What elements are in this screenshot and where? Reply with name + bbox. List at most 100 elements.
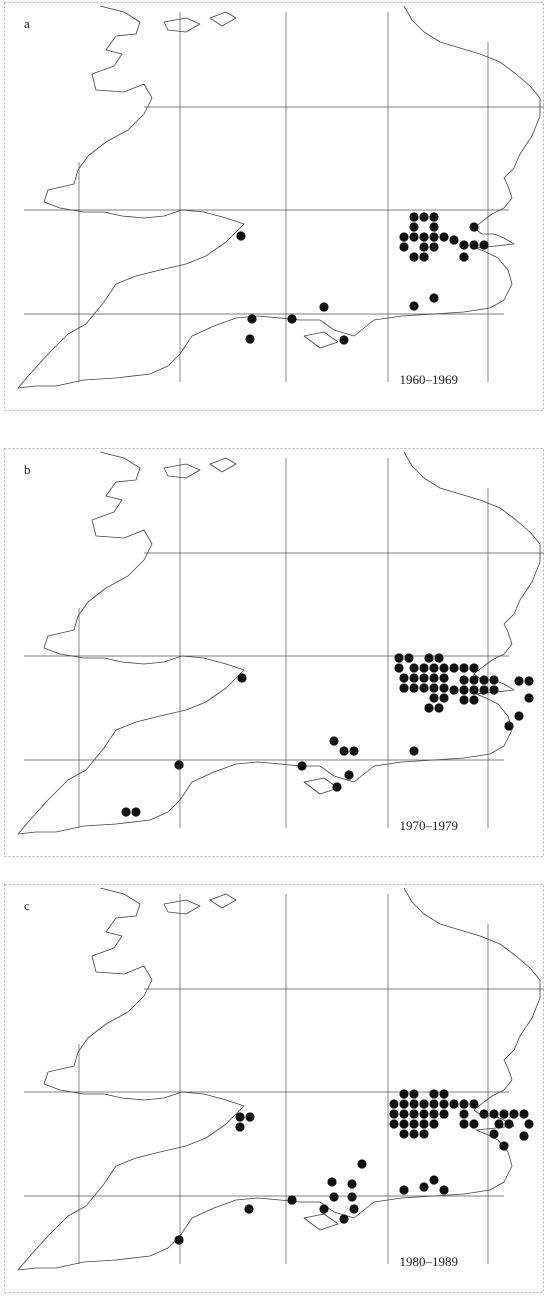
record-dot: [329, 736, 339, 746]
panel-letter: b: [24, 462, 31, 477]
grid-lines: [24, 894, 544, 1264]
record-dot: [429, 242, 439, 252]
record-dot: [235, 1122, 245, 1132]
record-dot: [514, 676, 524, 686]
record-dot: [339, 335, 349, 345]
record-dot: [389, 1109, 399, 1119]
record-dot: [297, 761, 307, 771]
record-dot: [429, 293, 439, 303]
record-dot: [409, 222, 419, 232]
record-dot: [469, 685, 479, 695]
record-dot: [419, 1129, 429, 1139]
record-dot: [409, 1099, 419, 1109]
record-dot: [469, 1099, 479, 1109]
record-dot: [399, 1099, 409, 1109]
record-dot: [524, 693, 534, 703]
record-dot: [399, 683, 409, 693]
record-dot: [347, 1192, 357, 1202]
record-dot: [514, 711, 524, 721]
record-dot: [409, 663, 419, 673]
record-dot: [429, 673, 439, 683]
record-dot: [419, 212, 429, 222]
record-dot: [404, 653, 414, 663]
record-dot: [429, 232, 439, 242]
record-dot: [489, 685, 499, 695]
record-dot: [389, 1119, 399, 1129]
record-dot: [434, 653, 444, 663]
record-dot: [247, 314, 257, 324]
record-dot: [419, 1099, 429, 1109]
record-dot: [479, 240, 489, 250]
record-dot: [459, 240, 469, 250]
coastline: [17, 887, 541, 1271]
period-label: 1960–1969: [399, 372, 459, 387]
record-dot: [469, 695, 479, 705]
panel-letter: c: [24, 898, 30, 913]
map-b: [4, 448, 544, 857]
record-dot: [339, 1214, 349, 1224]
record-dot: [399, 1129, 409, 1139]
record-dot: [524, 1119, 534, 1129]
record-dot: [319, 302, 329, 312]
record-dot: [409, 683, 419, 693]
record-dot: [244, 1204, 254, 1214]
record-dot: [429, 1099, 439, 1109]
record-dot: [479, 1109, 489, 1119]
record-dot: [399, 232, 409, 242]
record-dot: [459, 663, 469, 673]
record-dot: [419, 1182, 429, 1192]
record-dot: [429, 1109, 439, 1119]
record-dot: [459, 252, 469, 262]
record-dot: [131, 807, 141, 817]
record-dot: [429, 663, 439, 673]
record-dot: [439, 663, 449, 673]
panel-a: a 1960–1969: [4, 2, 544, 412]
record-dot: [494, 1119, 504, 1129]
record-dot: [429, 212, 439, 222]
record-dot: [439, 1185, 449, 1195]
record-dot: [429, 683, 439, 693]
record-dot: [332, 782, 342, 792]
record-dot: [409, 1109, 419, 1119]
record-dot: [459, 1119, 469, 1129]
record-dot: [236, 231, 246, 241]
record-dot: [344, 770, 354, 780]
record-dot: [429, 1119, 439, 1129]
record-dot: [409, 232, 419, 242]
record-dot: [449, 663, 459, 673]
record-dot: [409, 673, 419, 683]
record-dot: [469, 1119, 479, 1129]
record-dot: [419, 683, 429, 693]
record-dot: [439, 1109, 449, 1119]
record-dot: [287, 1195, 297, 1205]
record-dot: [424, 703, 434, 713]
record-dot: [489, 1109, 499, 1119]
period-label: 1970–1979: [399, 818, 459, 833]
record-dot: [479, 685, 489, 695]
record-dot: [469, 663, 479, 673]
record-dot: [499, 1141, 509, 1151]
record-dot: [439, 1099, 449, 1109]
record-dot: [409, 252, 419, 262]
record-dot: [419, 663, 429, 673]
map-a: [4, 2, 544, 411]
record-dot: [434, 703, 444, 713]
record-dot: [419, 1109, 429, 1119]
record-dot: [424, 653, 434, 663]
record-dot: [419, 232, 429, 242]
record-dot: [327, 1177, 337, 1187]
record-dot: [524, 676, 534, 686]
period-label: 1980–1989: [399, 1254, 459, 1269]
record-dot: [449, 1099, 459, 1109]
record-dot: [394, 653, 404, 663]
record-dot: [419, 673, 429, 683]
record-dot: [409, 1129, 419, 1139]
record-dot: [519, 1131, 529, 1141]
record-dot: [459, 685, 469, 695]
record-dot: [409, 1119, 419, 1129]
record-dot: [504, 1119, 514, 1129]
record-dot: [349, 1204, 359, 1214]
record-dot: [245, 334, 255, 344]
records: [121, 653, 534, 817]
record-dot: [519, 1109, 529, 1119]
